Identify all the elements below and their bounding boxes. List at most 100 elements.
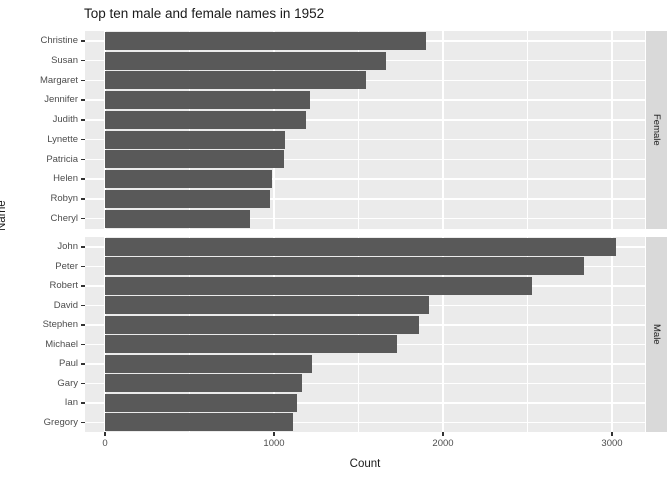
category-label-john: John [57, 241, 78, 252]
category-label-peter: Peter [55, 260, 78, 272]
gridline-major [85, 119, 645, 121]
y-axis-tick [81, 265, 85, 267]
y-axis-tick [81, 402, 85, 404]
category-label-stephen: Stephen [42, 319, 78, 330]
y-axis-tick [81, 40, 85, 42]
x-axis-title: Count [349, 458, 381, 470]
y-axis-tick [81, 59, 85, 62]
x-axis-tick [442, 432, 444, 436]
bar-david [105, 296, 429, 315]
gridline-major [273, 31, 275, 229]
facet-strip-male: Male [646, 237, 667, 432]
gridline-major [85, 99, 645, 101]
chart-title: Top ten male and female names in 1952 [84, 6, 325, 21]
y-axis-tick [81, 285, 85, 287]
x-axis-tick-label: 1000 [263, 438, 285, 449]
bar-robert [105, 276, 532, 295]
x-axis-tick [611, 432, 613, 436]
gridline-minor [527, 31, 528, 229]
category-label-jennifer: Jennifer [44, 94, 78, 106]
bar-michael [105, 335, 398, 354]
x-axis-tick-label: 0 [102, 438, 108, 449]
bar-paul [105, 354, 313, 373]
bar-cheryl [105, 209, 251, 228]
bar-helen [105, 170, 273, 188]
y-axis-tick [81, 343, 85, 345]
gridline-major [104, 31, 106, 229]
x-axis-tick [104, 432, 106, 436]
gridline-major [104, 237, 106, 432]
bar-patricia [105, 150, 285, 169]
category-label-paul: Paul [58, 358, 78, 369]
category-label-judith: Judith [52, 114, 78, 125]
facet-strip-female: Female [646, 31, 667, 229]
bar-peter [105, 257, 585, 276]
gridline-minor [189, 31, 190, 229]
y-axis-tick [81, 99, 85, 101]
category-label-patricia: Patricia [46, 153, 78, 165]
bar-lynette [105, 130, 285, 149]
category-label-christine: Christine [40, 35, 79, 46]
bar-gregory [105, 413, 293, 432]
x-axis-tick-label: 3000 [601, 438, 623, 449]
bar-robyn [105, 189, 270, 208]
facet-panel-male [85, 237, 645, 432]
bar-gary [105, 374, 302, 393]
gridline-major [85, 138, 645, 141]
category-label-gary: Gary [57, 377, 78, 389]
gridline-major [85, 158, 645, 161]
y-axis-tick [81, 217, 85, 220]
y-axis-tick [81, 324, 85, 326]
y-axis-tick [81, 178, 85, 180]
bar-john [105, 237, 617, 256]
y-axis-tick [81, 382, 85, 384]
category-label-lynette: Lynette [47, 133, 78, 145]
bar-susan [105, 51, 386, 70]
y-axis-tick [81, 158, 85, 161]
facet-panel-female [85, 31, 645, 229]
gridline-major [85, 382, 645, 384]
x-axis-tick [273, 432, 275, 436]
gridline-major [85, 198, 645, 200]
gridline-minor [358, 237, 359, 432]
facet-strip-label: Male [651, 324, 662, 345]
bar-christine [105, 31, 427, 50]
x-axis-tick-label: 2000 [432, 438, 454, 449]
bar-ian [105, 393, 297, 412]
category-label-margaret: Margaret [39, 74, 78, 86]
gridline-minor [189, 237, 190, 432]
gridline-major [611, 237, 613, 432]
category-label-ian: Ian [64, 397, 78, 408]
bar-margaret [105, 71, 367, 90]
y-axis-tick [81, 304, 85, 306]
category-label-robert: Robert [49, 280, 78, 291]
y-axis-tick [81, 421, 85, 423]
gridline-major [442, 31, 444, 229]
y-axis-tick [81, 79, 85, 82]
category-label-gregory: Gregory [43, 416, 78, 428]
gridline-major [85, 421, 645, 423]
bar-jennifer [105, 91, 311, 109]
y-axis-tick [81, 246, 85, 248]
category-label-susan: Susan [51, 54, 78, 66]
y-axis-tick [81, 119, 85, 121]
y-axis-tick [81, 363, 85, 365]
gridline-major [85, 363, 645, 365]
category-label-michael: Michael [45, 338, 78, 350]
category-label-david: David [53, 299, 78, 311]
gridline-major [273, 237, 275, 432]
gridline-major [611, 31, 613, 229]
gridline-major [442, 237, 444, 432]
y-axis-tick [81, 138, 85, 141]
category-label-cheryl: Cheryl [50, 212, 78, 224]
gridline-major [85, 402, 645, 404]
gridline-major [85, 178, 645, 180]
bar-stephen [105, 315, 420, 334]
gridline-minor [358, 31, 359, 229]
facet-strip-label: Female [651, 113, 662, 146]
y-axis-tick [81, 198, 85, 200]
category-label-helen: Helen [53, 173, 78, 185]
bar-judith [105, 110, 307, 129]
gridline-major [85, 217, 645, 220]
